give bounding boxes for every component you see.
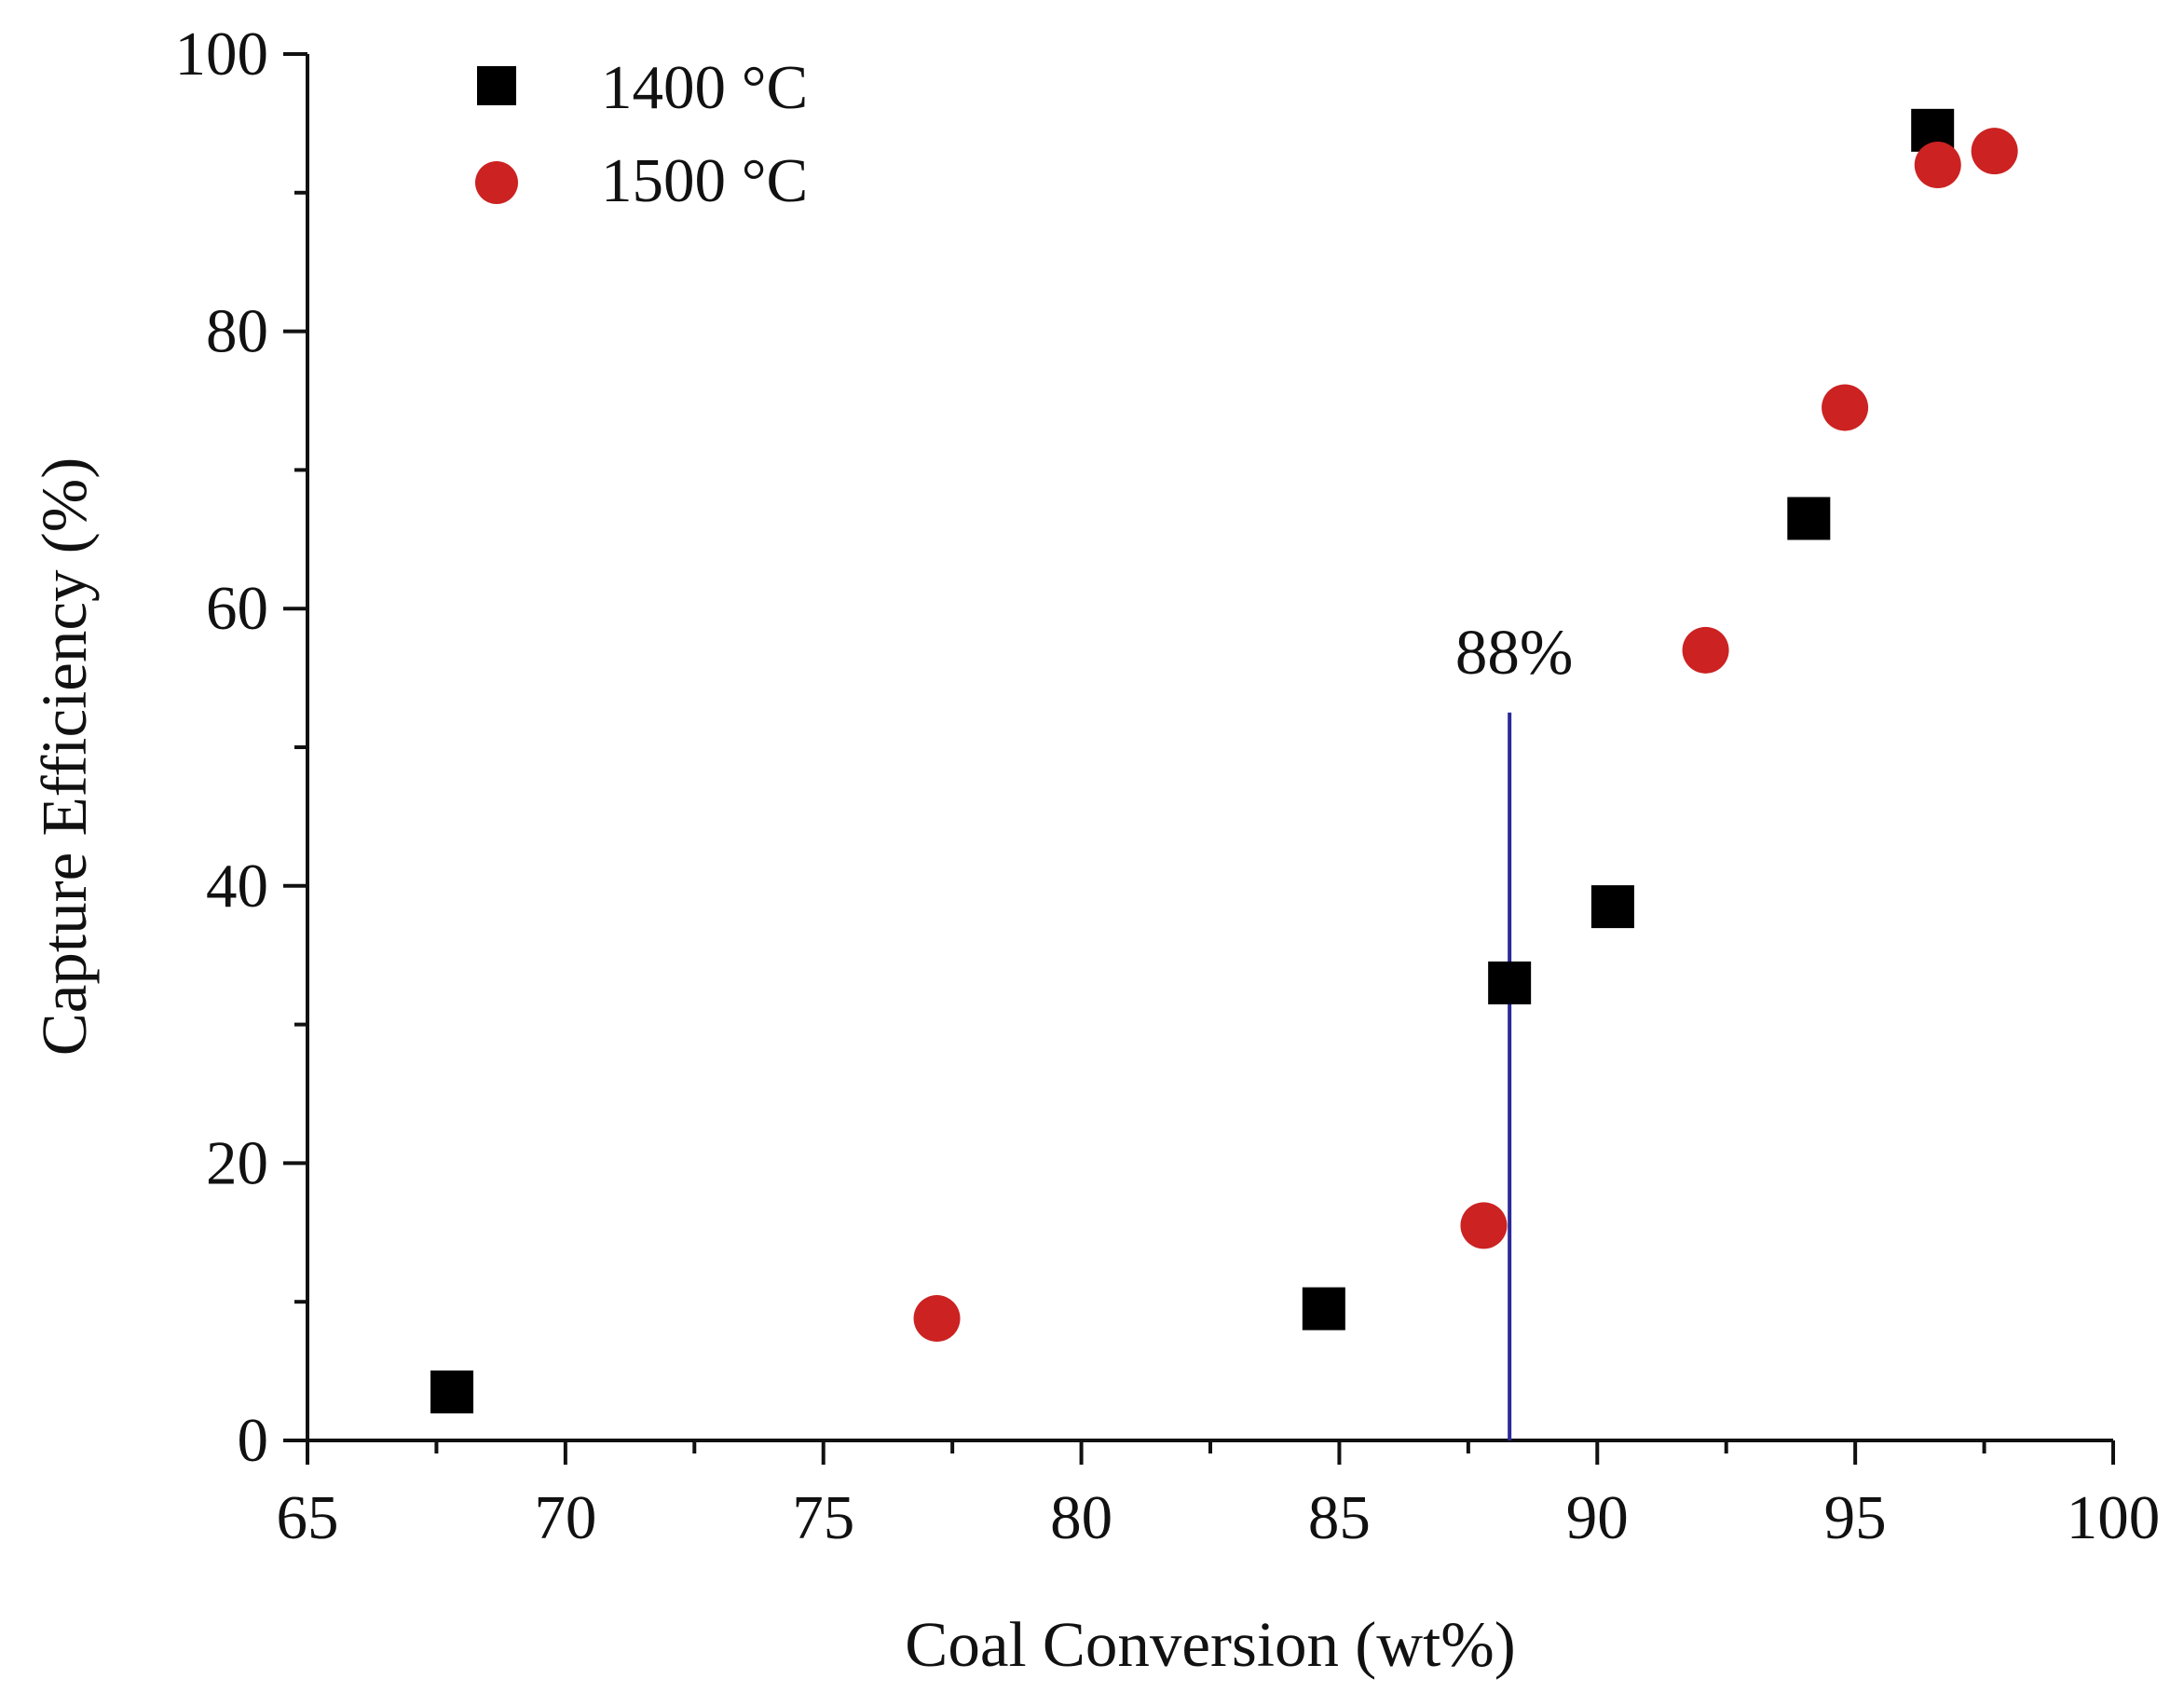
data-points (430, 108, 2018, 1413)
point-circle (1914, 142, 1961, 189)
point-square (1488, 961, 1532, 1004)
y-axis-label: Capture Efficiency (%) (29, 457, 100, 1056)
y-tick-label: 60 (206, 574, 268, 643)
x-tick-label: 100 (2067, 1483, 2161, 1552)
point-circle (1971, 128, 2018, 175)
x-tick-label: 65 (277, 1483, 339, 1552)
point-circle (1822, 384, 1869, 431)
legend-label: 1500 °C (601, 146, 808, 215)
y-tick-label: 20 (206, 1128, 268, 1197)
x-tick-label: 70 (534, 1483, 596, 1552)
point-circle (1460, 1202, 1508, 1249)
point-square (430, 1370, 474, 1413)
legend: 1400 °C 1500 °C (475, 53, 808, 215)
point-square (1787, 497, 1831, 540)
reference-line-label: 88% (1455, 617, 1573, 688)
y-tick-label: 0 (238, 1406, 269, 1475)
x-tick-label: 75 (792, 1483, 854, 1552)
x-tick-label: 95 (1824, 1483, 1887, 1552)
y-tick-label: 100 (175, 20, 269, 89)
point-circle (913, 1295, 961, 1343)
point-circle (1682, 626, 1729, 674)
legend-marker-square (477, 66, 516, 105)
axes: 65 70 75 80 85 90 95 100 0 20 40 60 80 100 (175, 20, 2161, 1552)
y-tick-label: 80 (206, 297, 268, 366)
y-tick-label: 40 (206, 852, 268, 921)
point-square (1302, 1287, 1345, 1330)
x-axis-label: Coal Conversion (wt%) (905, 1609, 1515, 1680)
point-square (1590, 885, 1634, 929)
x-tick-label: 80 (1050, 1483, 1112, 1552)
annotations: 88% (1455, 617, 1573, 1440)
x-tick-label: 85 (1308, 1483, 1371, 1552)
legend-marker-circle (475, 161, 518, 204)
legend-label: 1400 °C (601, 53, 808, 122)
x-tick-label: 90 (1566, 1483, 1629, 1552)
